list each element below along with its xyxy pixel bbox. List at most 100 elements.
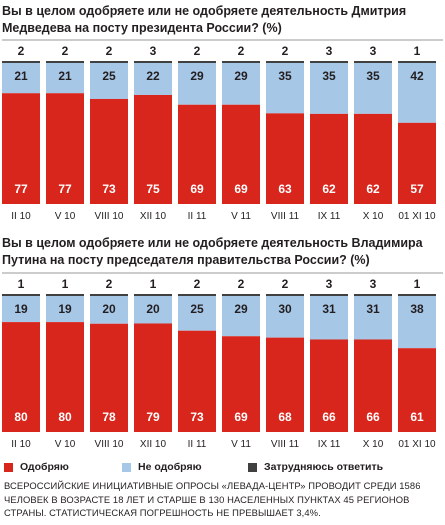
medvedev-label-undecided: 2 — [62, 44, 69, 58]
legend-item-approve: Одобряю — [4, 461, 69, 473]
putin-bar-disapprove — [178, 296, 216, 331]
putin-label-undecided: 3 — [326, 277, 333, 291]
medvedev-label-disapprove: 35 — [278, 69, 292, 83]
medvedev-chart-title: Вы в целом одобряете или не одобряете де… — [2, 4, 407, 35]
medvedev-label-undecided: 2 — [194, 44, 201, 58]
putin-bar-approve — [266, 337, 304, 432]
medvedev-category-label: 01 XI 10 — [398, 211, 436, 222]
medvedev-bar-approve — [398, 122, 436, 204]
medvedev-category-label: V 11 — [231, 211, 251, 222]
putin-bar-disapprove — [354, 296, 392, 340]
medvedev-category-label: II 11 — [188, 211, 207, 222]
putin-bar-approve — [354, 339, 392, 432]
medvedev-bar-approve — [266, 113, 304, 204]
medvedev-label-approve: 73 — [102, 182, 116, 196]
medvedev-label-approve: 69 — [190, 182, 204, 196]
legend-swatch-undecided — [248, 462, 257, 472]
medvedev-label-undecided: 2 — [238, 44, 245, 58]
medvedev-bar-disapprove — [398, 63, 436, 123]
medvedev-label-undecided: 3 — [326, 44, 333, 58]
medvedev-bar-disapprove — [222, 63, 260, 105]
putin-label-approve: 66 — [322, 410, 336, 424]
legend-label-approve: Одобряю — [20, 461, 69, 473]
putin-label-approve: 69 — [234, 410, 248, 424]
putin-chart-title: Вы в целом одобряете или не одобряете де… — [2, 236, 423, 267]
medvedev-bar-approve — [134, 94, 172, 204]
legend: Одобряю Не одобряю Затрудняюсь ответить — [4, 461, 444, 477]
medvedev-bar-disapprove — [354, 63, 392, 114]
medvedev-label-approve: 77 — [58, 182, 72, 196]
putin-bar-disapprove — [222, 296, 260, 337]
medvedev-bar-disapprove — [2, 63, 40, 94]
putin-category-label: II 10 — [11, 439, 31, 450]
medvedev-label-disapprove: 21 — [58, 69, 72, 83]
medvedev-label-undecided: 2 — [106, 44, 113, 58]
putin-category-label: VIII 10 — [95, 439, 124, 450]
putin-label-disapprove: 30 — [278, 302, 292, 316]
putin-label-disapprove: 31 — [366, 302, 380, 316]
legend-item-disapprove: Не одобряю — [122, 461, 202, 473]
medvedev-label-approve: 62 — [322, 182, 336, 196]
medvedev-category-label: II 10 — [11, 211, 31, 222]
medvedev-label-disapprove: 29 — [234, 69, 248, 83]
putin-label-undecided: 2 — [194, 277, 201, 291]
putin-bar-disapprove — [134, 296, 172, 324]
putin-bar-approve — [222, 336, 260, 432]
putin-label-approve: 66 — [366, 410, 380, 424]
putin-label-undecided: 1 — [62, 277, 69, 291]
putin-bar-approve — [178, 330, 216, 432]
putin-label-undecided: 1 — [414, 277, 421, 291]
putin-label-undecided: 2 — [238, 277, 245, 291]
putin-category-label: 01 XI 10 — [398, 439, 436, 450]
medvedev-category-label: IX 11 — [318, 211, 341, 222]
medvedev-label-disapprove: 42 — [410, 69, 424, 83]
putin-bar-disapprove — [310, 296, 348, 340]
legend-label-disapprove: Не одобряю — [138, 461, 202, 473]
medvedev-label-approve: 57 — [410, 182, 424, 196]
putin-category-label: XII 10 — [140, 439, 167, 450]
putin-bar-approve — [2, 322, 40, 432]
medvedev-label-disapprove: 21 — [14, 69, 28, 83]
medvedev-label-approve: 75 — [146, 182, 160, 196]
medvedev-category-label: VIII 11 — [271, 211, 300, 222]
legend-item-undecided: Затрудняюсь ответить — [248, 461, 383, 473]
medvedev-bar-approve — [178, 104, 216, 204]
legend-swatch-disapprove — [122, 462, 131, 472]
putin-category-label: V 10 — [55, 439, 76, 450]
putin-label-approve: 73 — [190, 410, 204, 424]
putin-label-disapprove: 25 — [190, 302, 204, 316]
medvedev-bar-disapprove — [178, 63, 216, 105]
medvedev-bar-approve — [222, 104, 260, 204]
medvedev-label-undecided: 3 — [150, 44, 157, 58]
putin-label-disapprove: 31 — [322, 302, 336, 316]
medvedev-bar-disapprove — [134, 63, 172, 95]
putin-bar-disapprove — [398, 296, 436, 349]
medvedev-category-label: XII 10 — [140, 211, 167, 222]
medvedev-label-undecided: 3 — [370, 44, 377, 58]
putin-label-undecided: 2 — [282, 277, 289, 291]
medvedev-bar-disapprove — [266, 63, 304, 114]
putin-label-disapprove: 20 — [146, 302, 160, 316]
medvedev-label-disapprove: 35 — [322, 69, 336, 83]
medvedev-label-undecided: 2 — [18, 44, 25, 58]
legend-swatch-approve — [4, 462, 13, 472]
medvedev-label-disapprove: 29 — [190, 69, 204, 83]
putin-bar-disapprove — [266, 296, 304, 338]
medvedev-label-undecided: 2 — [282, 44, 289, 58]
medvedev-label-approve: 69 — [234, 182, 248, 196]
medvedev-bar-approve — [354, 113, 392, 204]
medvedev-label-disapprove: 35 — [366, 69, 380, 83]
medvedev-label-approve: 77 — [14, 182, 28, 196]
putin-bar-approve — [90, 323, 128, 432]
putin-label-approve: 68 — [278, 410, 292, 424]
putin-bar-disapprove — [90, 296, 128, 324]
medvedev-label-undecided: 1 — [414, 44, 421, 58]
putin-category-label: V 11 — [231, 439, 251, 450]
putin-label-disapprove: 38 — [410, 302, 424, 316]
putin-bar-approve — [46, 322, 84, 432]
putin-category-label: X 10 — [363, 439, 384, 450]
putin-label-approve: 80 — [14, 410, 28, 424]
putin-bar-approve — [398, 348, 436, 432]
